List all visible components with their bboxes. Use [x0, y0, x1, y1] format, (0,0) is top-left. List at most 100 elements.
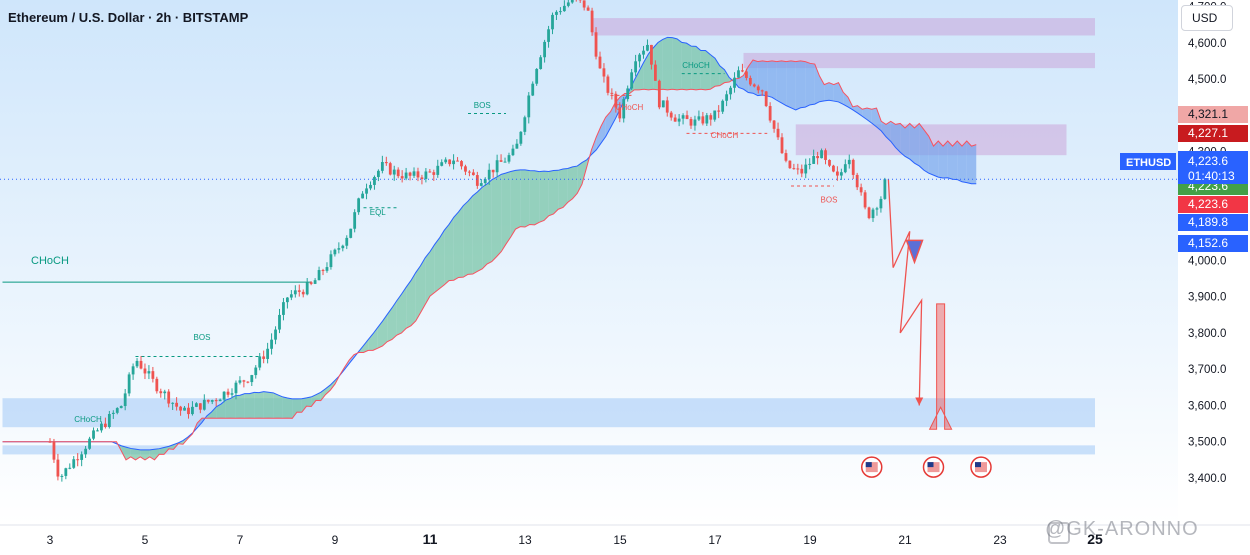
candle-body: [92, 430, 95, 439]
candle-body: [535, 68, 539, 84]
cloud-segment: [430, 244, 435, 297]
cloud-segment: [434, 237, 440, 293]
candle-body: [424, 171, 428, 179]
structure-label: EQL: [370, 208, 387, 217]
candle-body: [610, 92, 614, 94]
candle-body: [744, 71, 748, 78]
cloud-segment: [886, 121, 891, 142]
cloud-segment: [919, 123, 924, 171]
cloud-segment: [572, 166, 578, 199]
cloud-segment: [705, 50, 711, 90]
cloud-segment: [520, 169, 525, 228]
candle-body: [392, 169, 396, 175]
cloud-segment: [496, 174, 502, 257]
candle-body: [523, 117, 527, 132]
candle-body: [282, 302, 285, 315]
candle-body: [321, 270, 325, 272]
price-label-tag: [1178, 214, 1248, 231]
y-tick-label: 4,500.0: [1188, 74, 1226, 86]
cloud-segment: [762, 60, 768, 96]
candle-body: [618, 107, 622, 119]
cloud-segment: [914, 123, 920, 166]
candle-body: [721, 100, 725, 112]
cloud-segment: [943, 140, 948, 179]
candle-body: [191, 406, 194, 415]
cloud-segment: [420, 257, 426, 313]
cloud-segment: [596, 126, 601, 150]
cloud-segment: [805, 61, 810, 108]
cloud-segment: [534, 170, 540, 225]
cloud-segment: [363, 339, 369, 353]
candle-body: [456, 160, 459, 162]
cloud-segment: [240, 393, 245, 419]
cloud-segment: [715, 58, 720, 87]
candle-body: [468, 171, 471, 173]
y-tick-label: 3,700.0: [1188, 364, 1226, 376]
currency-button[interactable]: USD: [1181, 5, 1233, 31]
cloud-segment: [966, 140, 972, 184]
candle-body: [369, 184, 372, 189]
candle-body: [681, 115, 685, 119]
candle-body: [725, 94, 729, 101]
cloud-segment: [691, 46, 696, 90]
candle-body: [491, 169, 495, 173]
candle-body: [673, 117, 677, 122]
projection-arrowhead: [915, 397, 924, 406]
cloud-segment: [126, 447, 131, 460]
candle-body: [515, 143, 519, 149]
candle-body: [527, 95, 531, 118]
candle-body: [396, 169, 400, 177]
candle-body: [867, 207, 871, 219]
y-tick-label: 3,900.0: [1188, 292, 1226, 304]
cloud-segment: [216, 404, 221, 419]
price-label-text: 4,152.6: [1188, 236, 1228, 250]
cloud-segment: [677, 38, 682, 90]
cloud-segment: [909, 123, 915, 164]
cloud-segment: [786, 60, 791, 108]
candle-body: [384, 162, 388, 164]
cloud-segment: [876, 108, 882, 131]
cloud-segment: [767, 60, 772, 98]
candle-body: [665, 100, 669, 113]
candle-body: [444, 159, 448, 163]
candle-body: [642, 50, 645, 55]
cloud-segment: [558, 168, 563, 210]
candle-body: [56, 459, 60, 477]
cloud-segment: [244, 393, 250, 419]
price-axis[interactable]: [1178, 0, 1250, 555]
plot-background: [0, 0, 1178, 525]
structure-label: BOS: [821, 195, 838, 204]
cloud-segment: [824, 82, 829, 101]
candle-body: [234, 382, 238, 394]
price-label-text: 4,223.6: [1188, 197, 1228, 211]
candle-body: [812, 156, 816, 164]
cloud-segment: [957, 140, 962, 182]
x-tick-label: 21: [898, 533, 912, 547]
candle-body: [820, 150, 823, 159]
cloud-segment: [952, 140, 958, 180]
cloud-segment: [382, 314, 388, 346]
structure-label: CHoCH: [711, 131, 739, 140]
cloud-segment: [278, 394, 283, 419]
candle-body: [483, 179, 487, 184]
x-tick-label: 19: [803, 533, 817, 547]
candle-body: [828, 159, 831, 166]
candle-body: [511, 148, 515, 156]
y-tick-label: 3,600.0: [1188, 400, 1226, 412]
price-label-tag: [1178, 106, 1248, 123]
last-price-box: [1178, 151, 1248, 184]
candle-body: [76, 459, 80, 461]
candle-body: [400, 176, 404, 179]
candle-body: [471, 172, 475, 176]
candle-body: [127, 374, 131, 394]
candle-body: [859, 187, 863, 193]
cloud-segment: [776, 60, 782, 103]
candle-body: [452, 160, 455, 165]
cloud-segment: [311, 394, 316, 407]
y-tick-label: 3,500.0: [1188, 437, 1226, 449]
candle-body: [570, 0, 574, 3]
candle-body: [487, 169, 491, 180]
candle-body: [301, 291, 305, 295]
